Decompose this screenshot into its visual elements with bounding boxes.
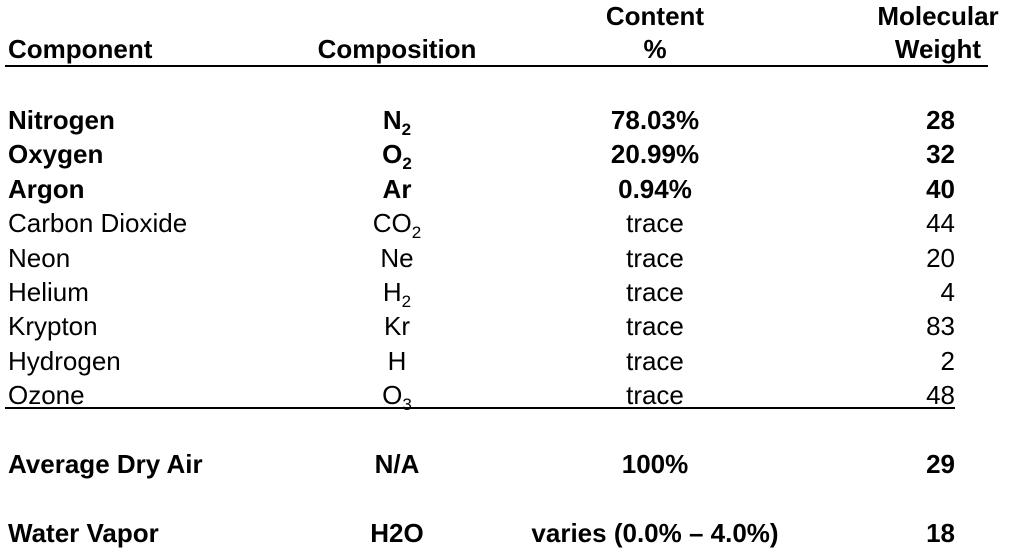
component-cell: Average Dry Air <box>8 449 203 479</box>
composition-cell: N2 <box>247 105 547 138</box>
subscript: 2 <box>401 120 412 139</box>
composition-cell: Kr <box>384 311 410 342</box>
component-cell: Ozone <box>8 380 85 411</box>
weight-cell: 48 <box>926 380 955 411</box>
weight-cell: 20 <box>926 242 955 273</box>
header-label: Composition <box>317 34 477 64</box>
composition-cell: O2 <box>247 139 547 172</box>
content-cell: trace <box>626 242 684 273</box>
formula: N <box>382 105 402 135</box>
content-cell: 20.99% <box>610 139 700 170</box>
content-cell: 0.94% <box>618 173 692 204</box>
header-label: Molecular <box>877 1 999 31</box>
weight-cell: 4 <box>940 277 955 307</box>
header-label: Component <box>8 34 153 64</box>
composition-cell: N/A <box>374 449 420 479</box>
component-cell: Carbon Dioxide <box>8 208 188 239</box>
subscript: 3 <box>402 395 412 415</box>
weight-cell: 32 <box>926 139 955 170</box>
weight-cell: 29 <box>926 449 955 479</box>
subscript: 2 <box>411 223 422 243</box>
weight-cell: 44 <box>926 208 955 239</box>
formula: O <box>382 380 403 411</box>
content-cell: trace <box>626 208 684 239</box>
composition-cell: H <box>387 345 407 376</box>
composition-cell: H2O <box>370 518 424 548</box>
header-label: % <box>643 34 667 64</box>
component-cell: Hydrogen <box>8 345 121 376</box>
component-cell: Nitrogen <box>8 105 115 135</box>
content-cell: varies (0.0% – 4.0%) <box>531 518 779 548</box>
subscript: 2 <box>402 154 412 174</box>
composition-cell: O3 <box>247 380 547 413</box>
subscript: 2 <box>401 292 412 311</box>
weight-cell: 83 <box>926 311 955 342</box>
component-cell: Helium <box>8 277 89 307</box>
content-cell: trace <box>626 311 684 342</box>
component-cell: Krypton <box>8 311 98 342</box>
content-cell: trace <box>626 277 684 307</box>
weight-cell: 18 <box>926 518 955 548</box>
composition-cell: Ne <box>380 242 414 273</box>
component-cell: Water Vapor <box>8 518 159 548</box>
component-cell: Neon <box>8 242 71 273</box>
composition-cell: CO2 <box>247 208 547 241</box>
content-cell: trace <box>626 380 684 411</box>
content-cell: 78.03% <box>610 105 700 135</box>
component-cell: Argon <box>8 173 85 204</box>
header-label: Content <box>605 1 705 31</box>
header-rule <box>5 65 988 67</box>
weight-cell: 28 <box>926 105 955 135</box>
formula: CO <box>372 208 412 239</box>
content-cell: trace <box>626 345 684 376</box>
formula: O <box>382 139 403 170</box>
component-cell: Oxygen <box>8 139 104 170</box>
composition-cell: Ar <box>382 173 412 204</box>
weight-cell: 40 <box>926 173 955 204</box>
weight-cell: 2 <box>940 345 955 376</box>
composition-cell: H2 <box>247 277 547 310</box>
formula: H <box>382 277 402 307</box>
header-label: Weight <box>894 34 982 64</box>
content-cell: 100% <box>621 449 689 479</box>
table-rule <box>5 407 955 409</box>
